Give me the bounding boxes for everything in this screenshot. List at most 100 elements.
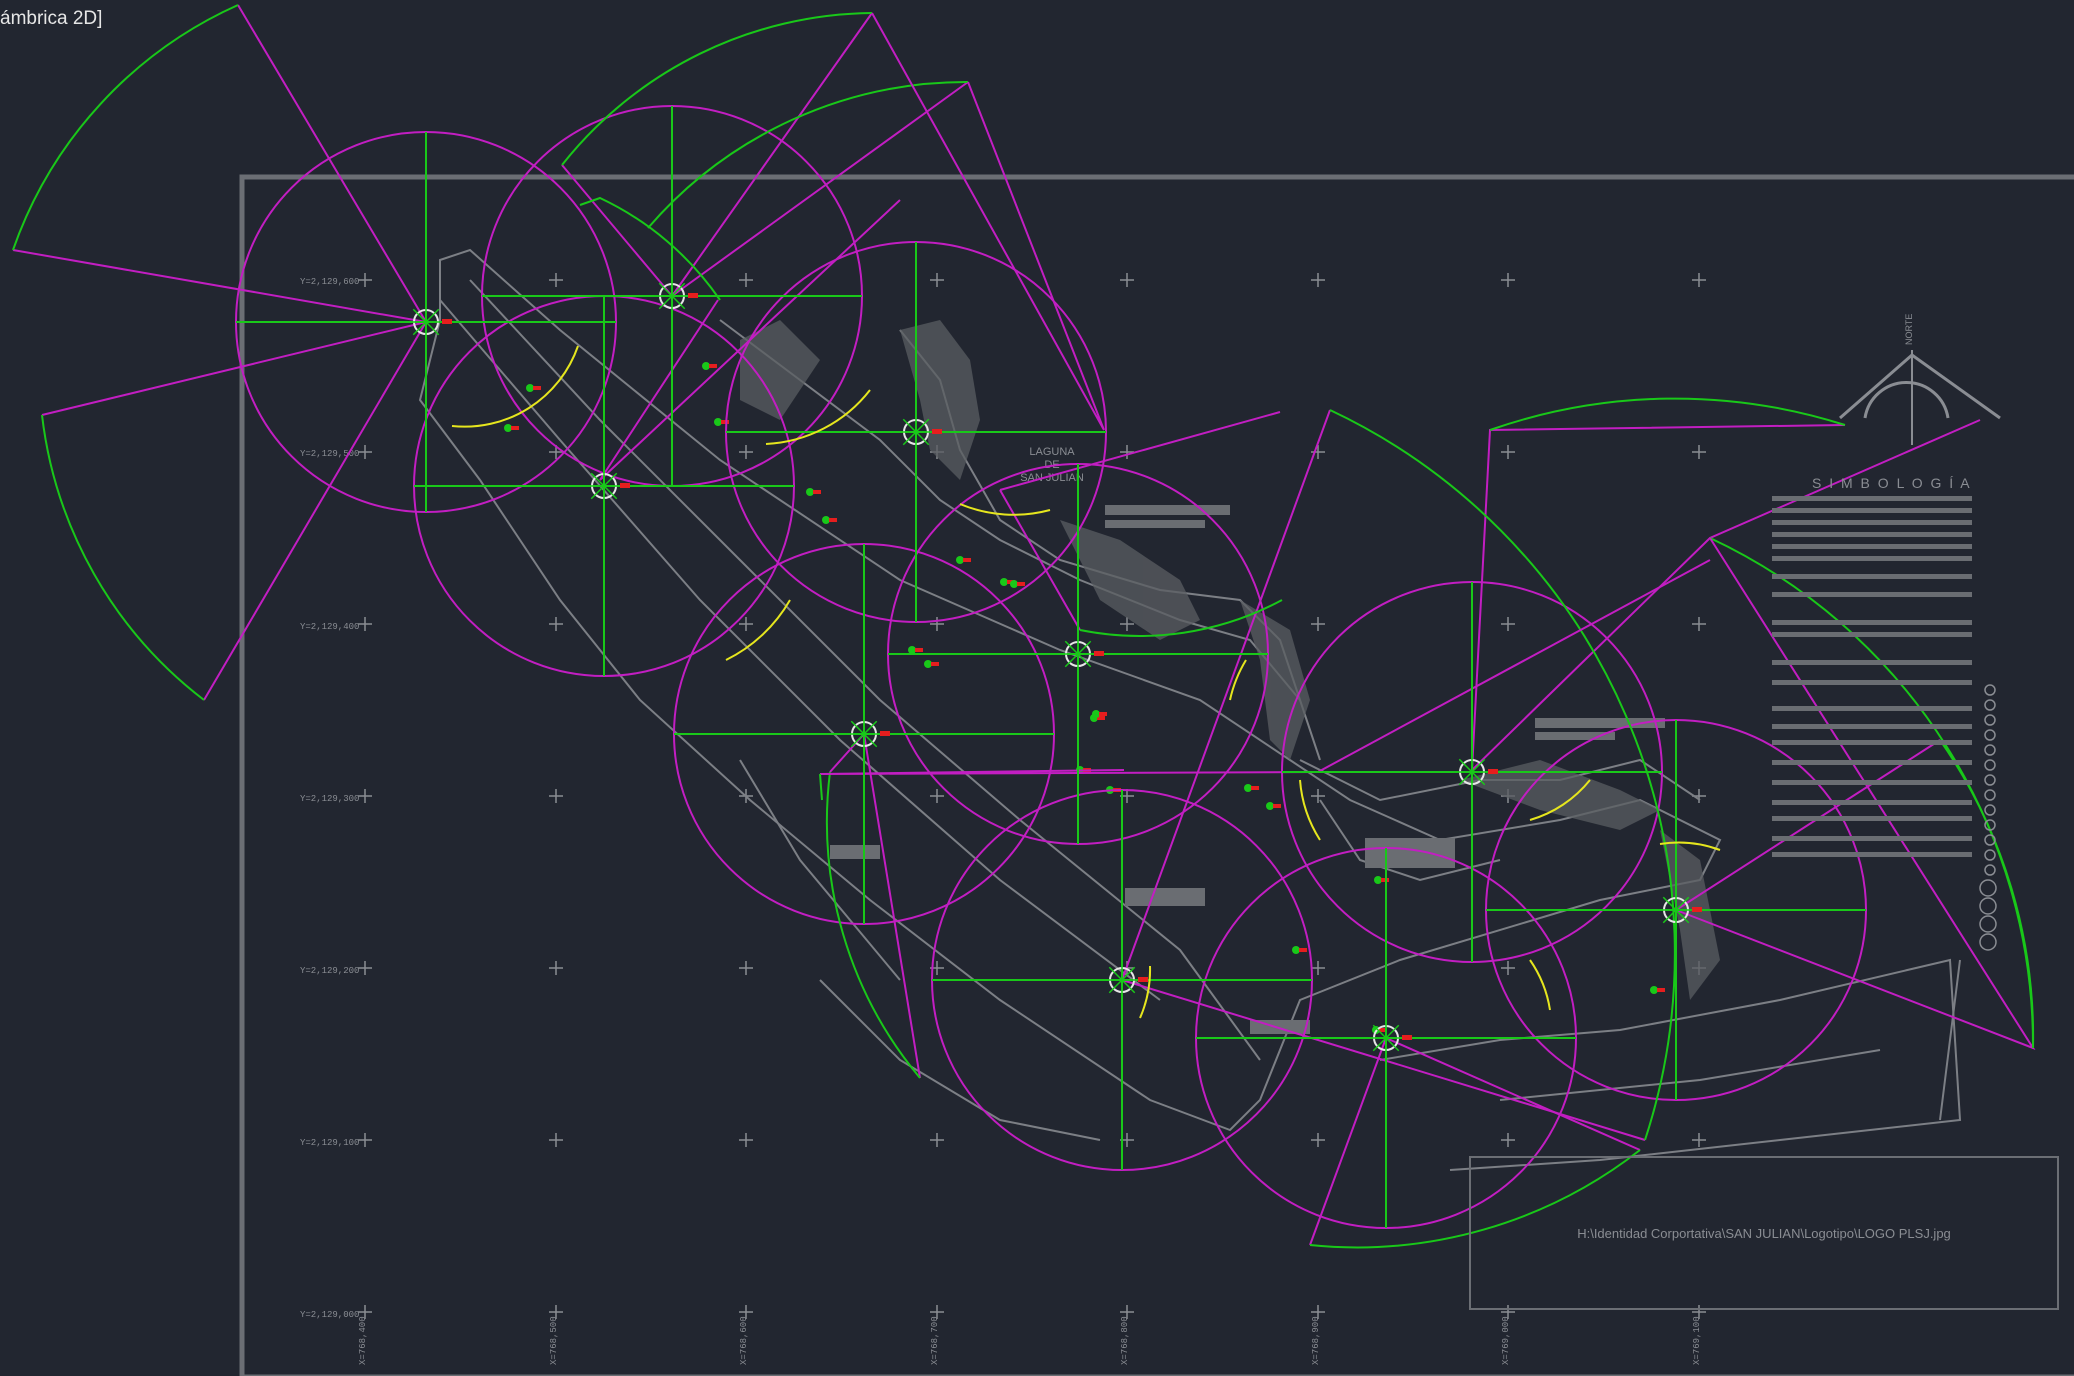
grid-cross	[1501, 617, 1515, 631]
emitter-spoke	[850, 720, 865, 735]
lagoon-banks	[740, 320, 1720, 1000]
lagoon-label-line3: SAN JULIAN	[1020, 472, 1084, 484]
emitter-spoke	[425, 308, 440, 323]
sprinkler-point	[1000, 578, 1008, 586]
lagoon-label-line1: LAGUNA	[1029, 446, 1075, 458]
coverage-sectors	[12, 4, 2036, 1249]
legend-bar	[1772, 800, 1972, 805]
sprinkler-marker	[1251, 786, 1259, 790]
emitter-spoke	[1077, 653, 1092, 668]
sprinkler-marker	[511, 426, 519, 430]
grid-cross	[739, 617, 753, 631]
emitter-spoke	[1077, 640, 1092, 655]
grid-cross	[549, 617, 563, 631]
emitter-spoke	[412, 321, 427, 336]
grid-cross	[1501, 961, 1515, 975]
grid-cross	[930, 1305, 944, 1319]
emitter-marker	[1138, 977, 1148, 982]
emitter-spoke	[1372, 1024, 1387, 1039]
legend-bar	[1772, 544, 1972, 549]
emitter-marker	[880, 731, 890, 736]
legend-symbol	[1984, 789, 1996, 801]
sprinkler-point	[1092, 710, 1100, 718]
sprinkler-point	[956, 556, 964, 564]
grid-cross	[358, 789, 372, 803]
emitter-icon	[408, 304, 452, 340]
grid-cross	[549, 1305, 563, 1319]
grid-cross	[1311, 1305, 1325, 1319]
grid-cross	[1311, 617, 1325, 631]
logo-path-text: H:\Identidad Corportativa\SAN JULIAN\Log…	[1577, 1226, 1951, 1241]
sprinkler-point	[1374, 876, 1382, 884]
sprinkler-marker	[1273, 804, 1281, 808]
grid-cross	[739, 1305, 753, 1319]
legend-symbol	[1984, 759, 1996, 771]
legend-bar	[1772, 852, 1972, 857]
sprinkler-marker	[813, 490, 821, 494]
x-coord-label: X=768,900	[1311, 1316, 1321, 1365]
emitter-spoke	[1458, 758, 1473, 773]
emitter-marker	[932, 429, 942, 434]
emitter-spoke	[1662, 896, 1677, 911]
legend-letter-circle	[1979, 933, 1997, 951]
emitter-spoke	[902, 418, 917, 433]
sprinkler-point	[1010, 580, 1018, 588]
grid-cross	[739, 961, 753, 975]
sprinkler-marker	[709, 364, 717, 368]
sprinkler-marker	[533, 386, 541, 390]
grid-cross	[1311, 789, 1325, 803]
x-coord-label: X=768,700	[930, 1316, 940, 1365]
sprinkler-point	[526, 384, 534, 392]
x-coord-label: X=768,500	[549, 1316, 559, 1365]
sprinkler-point	[1650, 986, 1658, 994]
grid-cross	[1311, 273, 1325, 287]
legend-bar	[1772, 816, 1972, 821]
x-coord-label: X=768,600	[739, 1316, 749, 1365]
grid-cross	[1692, 273, 1706, 287]
emitter-spoke	[425, 321, 440, 336]
grid-cross	[549, 789, 563, 803]
sprinkler-point	[1266, 802, 1274, 810]
emitter-icon	[1454, 754, 1498, 790]
north-label: NORTE	[1904, 314, 1914, 345]
grid-cross	[1120, 445, 1134, 459]
emitter-marker	[1094, 651, 1104, 656]
grid-cross	[930, 789, 944, 803]
grid-cross	[358, 1133, 372, 1147]
emitter-spoke	[1064, 640, 1079, 655]
x-coord-label: X=769,000	[1501, 1316, 1511, 1365]
y-coord-label: Y=2,129,400	[300, 622, 359, 632]
emitter-spoke	[1064, 653, 1079, 668]
emitter-spoke	[1372, 1037, 1387, 1052]
sprinkler-marker	[1657, 988, 1665, 992]
site-points	[504, 362, 1665, 1034]
view-style-label[interactable]: ámbrica 2D]	[0, 8, 103, 29]
emitter-spoke	[915, 418, 930, 433]
grid-cross	[358, 273, 372, 287]
legend-bar	[1772, 574, 1972, 579]
emitter-icon	[586, 468, 630, 504]
emitter-spoke	[590, 472, 605, 487]
sprinkler-point	[822, 516, 830, 524]
y-coord-label: Y=2,129,200	[300, 966, 359, 976]
sprinkler-point	[714, 418, 722, 426]
legend-bar	[1772, 556, 1972, 561]
grid-cross	[739, 445, 753, 459]
emitter-icon	[1658, 892, 1702, 928]
y-coord-label: Y=2,129,300	[300, 794, 359, 804]
grid-cross	[1120, 617, 1134, 631]
legend-bar	[1772, 680, 1972, 685]
sprinkler-marker	[1097, 716, 1105, 720]
sprinkler-point	[806, 488, 814, 496]
emitter-icon	[898, 414, 942, 450]
emitter-icon	[1060, 636, 1104, 672]
legend-bar	[1772, 760, 1972, 765]
emitter-spoke	[1458, 771, 1473, 786]
grid-cross	[1120, 273, 1134, 287]
emitter-spoke	[863, 720, 878, 735]
legend-symbol	[1984, 699, 1996, 711]
dimension-arcs	[451, 345, 1721, 1019]
legend-bars	[1772, 496, 1972, 857]
